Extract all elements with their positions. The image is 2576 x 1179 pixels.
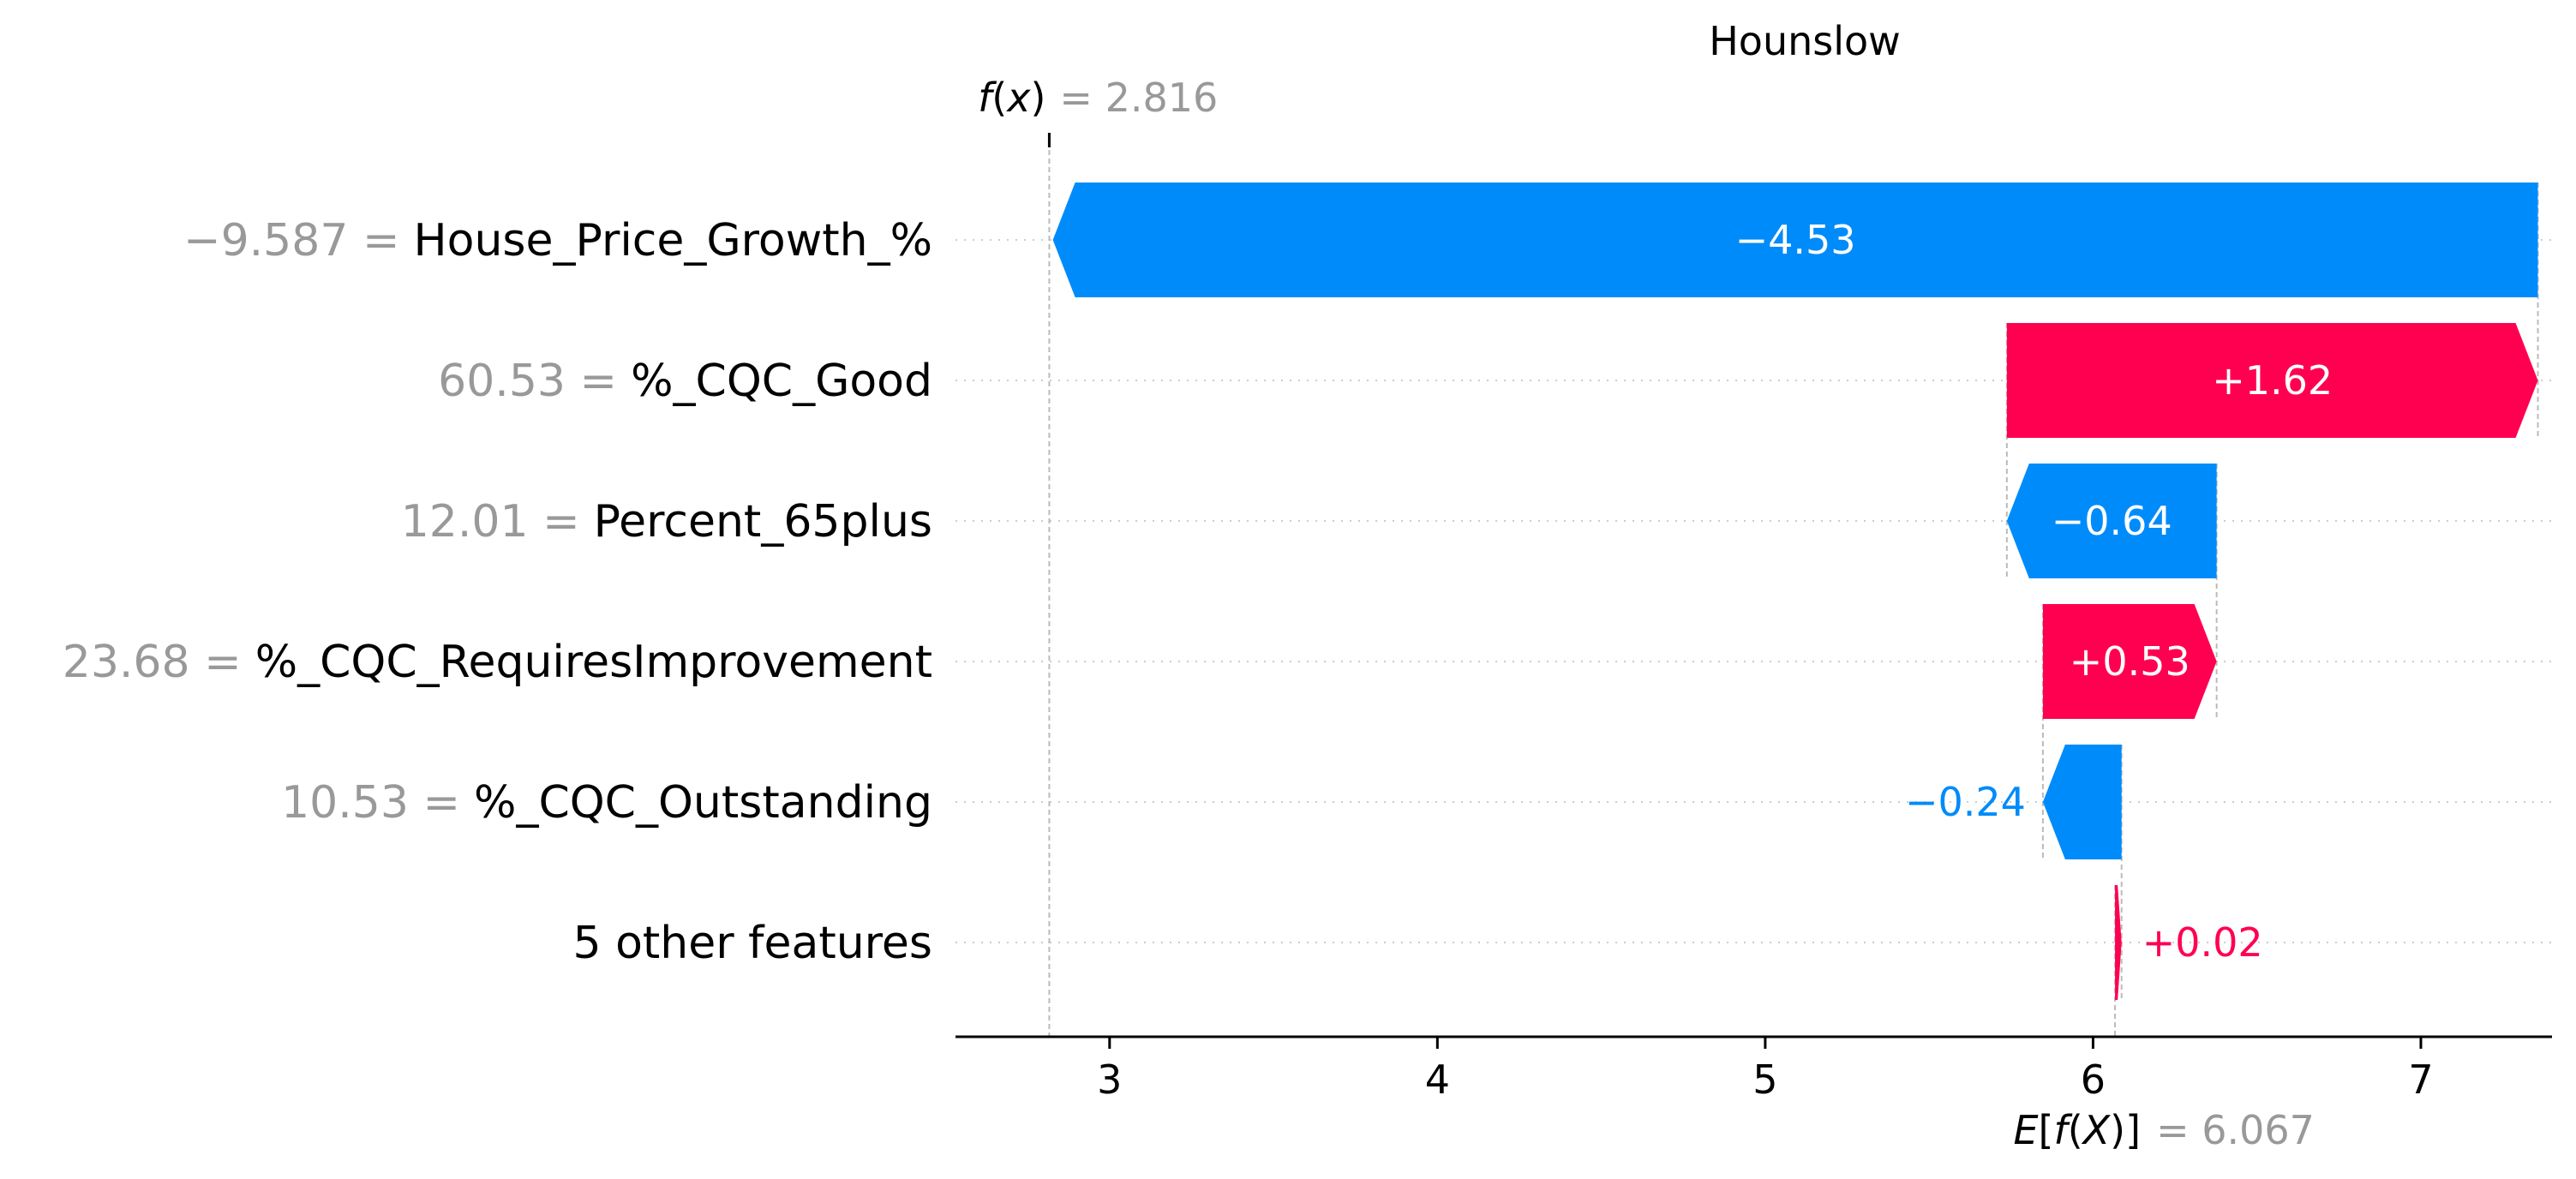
bar-label-%_CQC_Good: +1.62 (2212, 357, 2333, 404)
feature-name: %_CQC_Good (631, 356, 932, 407)
bar-label-House_Price_Growth_%: −4.53 (1735, 217, 1856, 263)
chart-title: Hounslow (1709, 18, 1901, 64)
bar-label-5 other features: +0.02 (2142, 919, 2263, 966)
x-tick-label: 4 (1425, 1056, 1450, 1103)
bar-label-%_CQC_Outstanding: −0.24 (1905, 779, 2026, 825)
bar-%_CQC_Outstanding (2042, 745, 2122, 859)
fx-label: f(x) (978, 75, 1045, 121)
feature-value: −9.587 = (183, 215, 400, 266)
bar-5 other features (2115, 885, 2122, 1000)
bar-House_Price_Growth_% (1052, 183, 2538, 297)
efx-value: = 6.067 (2156, 1107, 2315, 1153)
contribution-labels: −4.53 +1.62 −0.64 +0.53 −0.24 +0.02 (1735, 217, 2333, 966)
feature-name: %_CQC_Outstanding (474, 777, 932, 829)
feature-name: House_Price_Growth_% (414, 215, 932, 266)
contribution-bars (1052, 183, 2538, 1000)
x-axis: 3 4 5 6 7 (956, 1035, 2552, 1103)
x-tick-label: 7 (2408, 1056, 2433, 1103)
x-tick-label: 5 (1752, 1056, 1777, 1103)
bar-%_CQC_RequiresImprovement (2042, 604, 2217, 719)
bar-label-Percent_65plus: −0.64 (2052, 498, 2172, 544)
feature-name: 5 other features (572, 918, 932, 969)
x-tick-label: 3 (1097, 1056, 1122, 1103)
feature-value: 12.01 = (401, 496, 580, 548)
expected-value-annotations: f(x) = 2.816 E[f(X)] = 6.067 (978, 75, 2315, 1153)
x-tick-label: 6 (2081, 1056, 2106, 1103)
feature-value: 23.68 = (63, 637, 242, 688)
feature-labels: House_Price_Growth_% −9.587 = %_CQC_Good 60… (63, 215, 932, 969)
fx-value: = 2.816 (1059, 75, 1218, 121)
efx-label: E[f(X)] (2013, 1107, 2141, 1153)
bar-%_CQC_Good (2006, 323, 2538, 438)
feature-name: %_CQC_RequiresImprovement (255, 637, 932, 688)
bar-Percent_65plus (2006, 464, 2217, 578)
bar-label-%_CQC_RequiresImprovement: +0.53 (2070, 638, 2190, 685)
feature-name: Percent_65plus (594, 496, 932, 548)
feature-value: 10.53 = (281, 777, 460, 829)
connector-lines (1048, 141, 2539, 1037)
feature-value: 60.53 = (438, 356, 617, 407)
